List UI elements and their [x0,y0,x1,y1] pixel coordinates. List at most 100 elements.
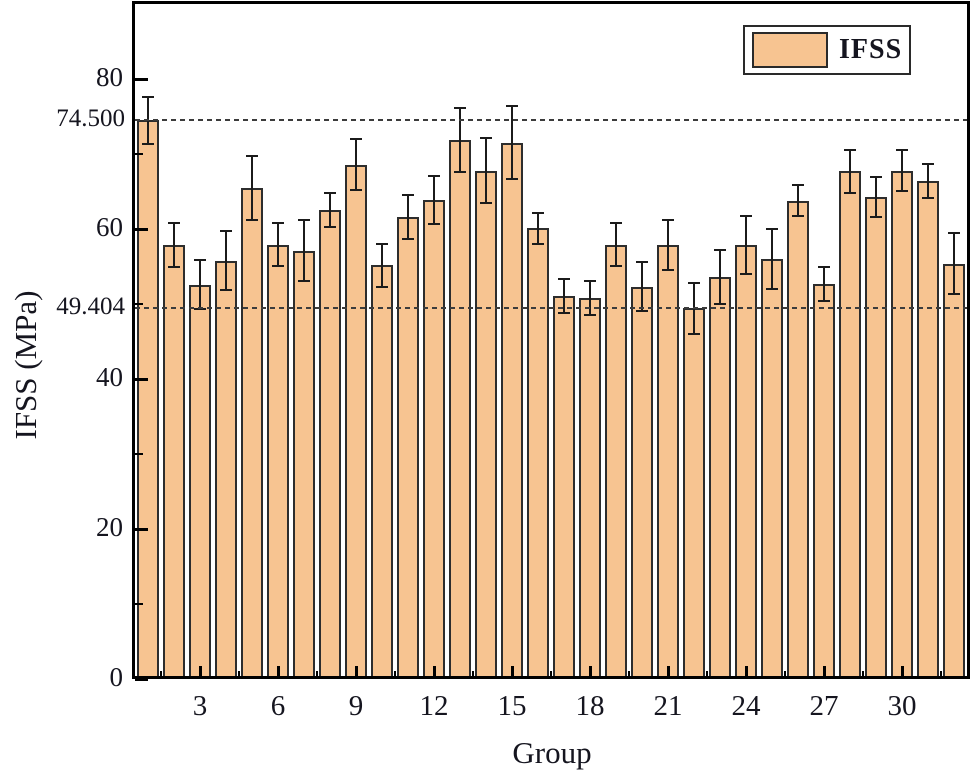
error-bar-group-3 [199,259,201,310]
y-major-tick-80 [135,77,148,81]
y-tick-label-40: 40 [96,362,123,392]
error-bar-cap-top-group-1 [142,95,154,98]
bar-group-8 [319,210,341,679]
error-bar-cap-bottom-group-26 [792,215,804,217]
x-minor-tick-16.5 [550,671,552,679]
x-major-tick-30 [900,666,904,679]
error-bar-cap-top-group-27 [818,265,830,268]
error-bar-cap-bottom-group-9 [350,188,362,191]
error-bar-cap-top-group-32 [948,232,960,234]
x-major-tick-6 [276,666,280,679]
error-bar-cap-bottom-group-15 [506,178,518,181]
x-tick-label-30: 30 [887,690,917,722]
x-minor-tick-28.5 [862,671,864,679]
y-minor-tick-10 [135,603,143,605]
bar-group-21 [657,244,679,679]
error-bar-group-13 [459,106,461,173]
x-tick-label-27: 27 [809,690,839,722]
error-bar-cap-bottom-group-28 [844,191,856,194]
y-tick-label-20: 20 [96,512,123,542]
error-bar-cap-top-group-5 [246,154,258,157]
error-bar-group-16 [537,211,539,245]
x-minor-tick-31.5 [940,671,942,679]
bar-group-13 [449,139,471,679]
bar-group-27 [813,283,835,679]
error-bar-cap-bottom-group-7 [298,280,310,283]
y-major-tick-0 [135,677,148,681]
error-bar-cap-bottom-group-6 [272,265,284,268]
bar-group-7 [293,250,315,679]
y-tick-label-60: 60 [96,212,123,242]
error-bar-group-18 [589,280,591,316]
error-bar-group-2 [173,221,175,268]
bar-group-1 [137,120,159,679]
bar-group-23 [709,277,731,679]
error-bar-cap-top-group-6 [272,222,284,225]
bar-group-6 [267,244,289,679]
error-bar-cap-top-group-10 [376,242,388,245]
y-tick-label-80: 80 [96,62,123,92]
error-bar-cap-bottom-group-11 [402,238,414,241]
x-tick-label-12: 12 [419,690,449,722]
error-bar-group-27 [823,265,825,302]
error-bar-cap-top-group-4 [220,229,232,232]
error-bar-cap-top-group-2 [168,221,180,224]
error-bar-cap-bottom-group-14 [480,202,492,205]
error-bar-cap-top-group-8 [324,192,336,195]
y-minor-tick-50 [135,303,143,305]
x-minor-tick-1.5 [160,671,162,679]
bar-group-32 [943,263,965,679]
error-bar-group-12 [433,175,435,225]
y-major-tick-40 [135,377,148,381]
error-bar-cap-bottom-group-20 [636,310,648,313]
error-bar-group-6 [277,222,279,268]
y-major-tick-20 [135,527,148,531]
x-minor-tick-13.5 [472,671,474,679]
error-bar-cap-top-group-3 [194,259,206,261]
error-bar-cap-bottom-group-32 [948,293,960,295]
error-bar-cap-bottom-group-25 [766,287,778,290]
bar-group-20 [631,286,653,679]
bar-group-22 [683,308,705,679]
reference-line-label-49.404: 49.404 [56,293,125,321]
x-tick-label-18: 18 [575,690,605,722]
bar-group-2 [163,244,185,679]
reference-line-label-74.500: 74.500 [56,105,125,133]
bar-group-4 [215,260,237,679]
error-bar-cap-top-group-26 [792,184,804,186]
error-bar-cap-bottom-group-16 [532,242,544,245]
x-tick-label-15: 15 [497,690,527,722]
error-bar-cap-top-group-16 [532,211,544,214]
legend: IFSS [743,25,911,75]
error-bar-group-30 [901,148,903,193]
error-bar-group-20 [641,261,643,313]
error-bar-cap-bottom-group-2 [168,266,180,268]
error-bar-cap-bottom-group-8 [324,226,336,229]
error-bar-cap-top-group-11 [402,193,414,196]
x-major-tick-21 [666,666,670,679]
bar-group-15 [501,142,523,679]
error-bar-group-5 [251,154,253,221]
error-bar-cap-top-group-21 [662,218,674,221]
error-bar-group-26 [797,184,799,217]
x-major-tick-15 [510,666,514,679]
error-bar-group-24 [745,214,747,275]
bar-group-28 [839,171,861,679]
x-major-tick-24 [744,666,748,679]
error-bar-cap-top-group-13 [454,106,466,109]
bar-group-19 [605,244,627,679]
bar-group-24 [735,244,757,679]
error-bar-group-4 [225,229,227,292]
bar-group-18 [579,298,601,679]
error-bar-cap-bottom-group-1 [142,143,154,145]
error-bar-group-15 [511,105,513,181]
error-bar-cap-top-group-25 [766,228,778,231]
error-bar-cap-bottom-group-12 [428,222,440,225]
y-tick-label-0: 0 [109,662,124,692]
x-minor-tick-10.5 [394,671,396,679]
reference-line-74.500 [135,119,970,122]
error-bar-cap-top-group-17 [558,277,570,280]
legend-label: IFSS [839,34,903,65]
error-bar-cap-top-group-14 [480,136,492,139]
